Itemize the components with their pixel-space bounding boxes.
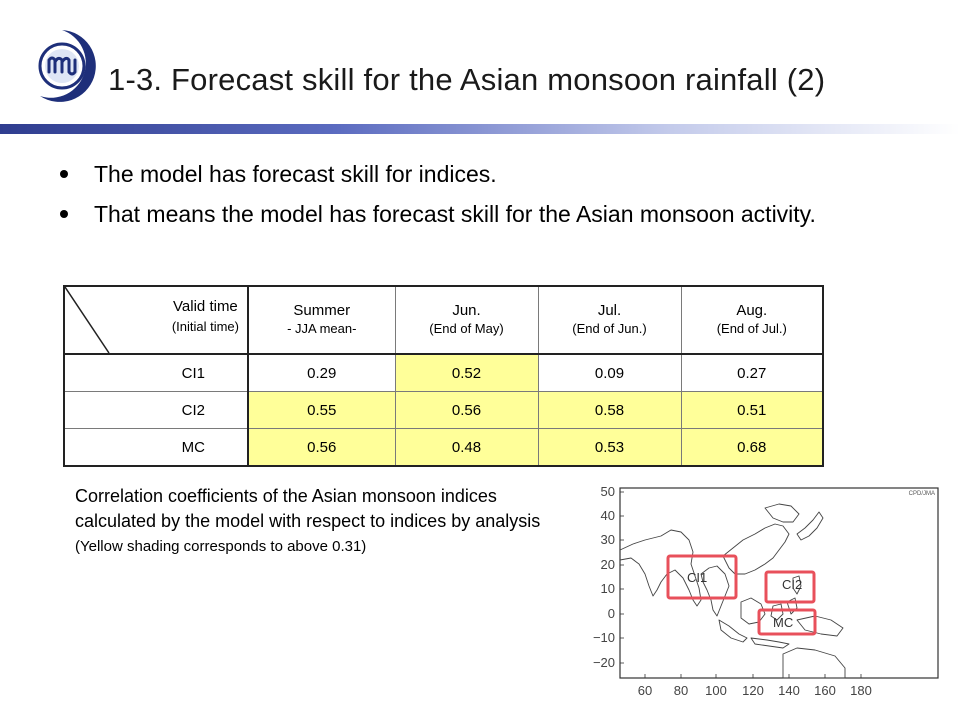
table-cell: 0.56 (394, 391, 539, 429)
map-y-tick: 50 (601, 484, 615, 499)
bullet-text: The model has forecast skill for indices… (94, 161, 497, 187)
region-boxes (666, 554, 817, 636)
bullet-item: That means the model has forecast skill … (60, 197, 880, 231)
map-y-tick: 10 (601, 581, 615, 596)
table-header-cell: Aug. (End of Jul.) (680, 285, 824, 355)
table-cell: 0.27 (680, 353, 824, 392)
header-period: Aug. (736, 302, 768, 319)
header-period: Summer (293, 302, 351, 319)
corner-diagonal-line (65, 287, 110, 353)
map-x-tick: 120 (742, 683, 764, 698)
jma-logo (38, 30, 96, 102)
header-init: - JJA mean- (287, 321, 357, 336)
bullet-icon (60, 170, 68, 178)
header-period: Jun. (452, 302, 481, 319)
region-label-ci2: CI2 (782, 577, 802, 592)
bullet-list: The model has forecast skill for indices… (60, 157, 880, 237)
header-init: (End of Jul.) (716, 321, 787, 336)
table-header-row: Valid time (Initial time) Summer - JJA m… (63, 285, 824, 355)
bullet-item: The model has forecast skill for indices… (60, 157, 880, 191)
table-row: CI1 0.29 0.52 0.09 0.27 (63, 353, 824, 392)
table-header-cell: Jun. (End of May) (394, 285, 539, 355)
map-x-tick: 140 (778, 683, 800, 698)
map-frame (619, 487, 939, 679)
caption-note: (Yellow shading corresponds to above 0.3… (75, 538, 367, 555)
table-row: CI2 0.55 0.56 0.58 0.51 (63, 391, 824, 429)
region-box-mc (757, 608, 817, 636)
table-cell: 0.51 (680, 391, 824, 429)
coastline-outline (619, 503, 846, 679)
table-cell: 0.53 (537, 428, 682, 467)
table-cell: 0.58 (537, 391, 682, 429)
region-box-ci2 (764, 570, 816, 604)
table-cell: 0.29 (247, 353, 396, 392)
map-y-tick: 0 (608, 606, 615, 621)
row-label: MC (63, 428, 249, 467)
bullet-text: That means the model has forecast skill … (94, 201, 816, 227)
map-x-tick: 160 (814, 683, 836, 698)
region-box-ci1 (666, 554, 738, 600)
region-label-mc: MC (773, 615, 793, 630)
bullet-icon (60, 210, 68, 218)
corner-initial-time: (Initial time) (171, 319, 239, 334)
table-header-cell: Summer - JJA mean- (247, 285, 396, 355)
table-cell: 0.09 (537, 353, 682, 392)
page-title: 1-3. Forecast skill for the Asian monsoo… (108, 62, 826, 97)
title-underline-bar (0, 124, 960, 134)
header-period: Jul. (597, 302, 622, 319)
region-label-ci1: CI1 (687, 570, 707, 585)
forecast-skill-table: Valid time (Initial time) Summer - JJA m… (63, 285, 824, 467)
table-cell: 0.56 (247, 428, 396, 467)
map-x-tick: 180 (850, 683, 872, 698)
map-credit: CPD/JMA (909, 491, 935, 497)
table-cell: 0.55 (247, 391, 396, 429)
map-x-tick: 100 (705, 683, 727, 698)
table-row: MC 0.56 0.48 0.53 0.68 (63, 428, 824, 467)
map-x-tick: 60 (638, 683, 652, 698)
table-cell: 0.68 (680, 428, 824, 467)
row-label: CI1 (63, 353, 249, 392)
monsoon-region-map: CPD/JMA 50 40 30 20 10 0 −10 −20 (593, 484, 939, 698)
corner-valid-time: Valid time (173, 298, 238, 315)
header-init: (End of May) (429, 321, 504, 336)
map-x-tick: 80 (674, 683, 688, 698)
table-corner-cell: Valid time (Initial time) (63, 285, 249, 355)
caption-text: Correlation coefficients of the Asian mo… (75, 486, 541, 531)
map-y-tick: 30 (601, 532, 615, 547)
row-label: CI2 (63, 391, 249, 429)
table-caption: Correlation coefficients of the Asian mo… (75, 484, 575, 559)
map-tick-marks (620, 491, 862, 678)
map-y-tick: −10 (593, 630, 615, 645)
table-header-cell: Jul. (End of Jun.) (537, 285, 682, 355)
map-y-tick: 40 (601, 508, 615, 523)
header-init: (End of Jun.) (572, 321, 647, 336)
table-cell: 0.52 (394, 353, 539, 392)
map-y-tick: −20 (593, 655, 615, 670)
table-cell: 0.48 (394, 428, 539, 467)
map-y-tick: 20 (601, 557, 615, 572)
